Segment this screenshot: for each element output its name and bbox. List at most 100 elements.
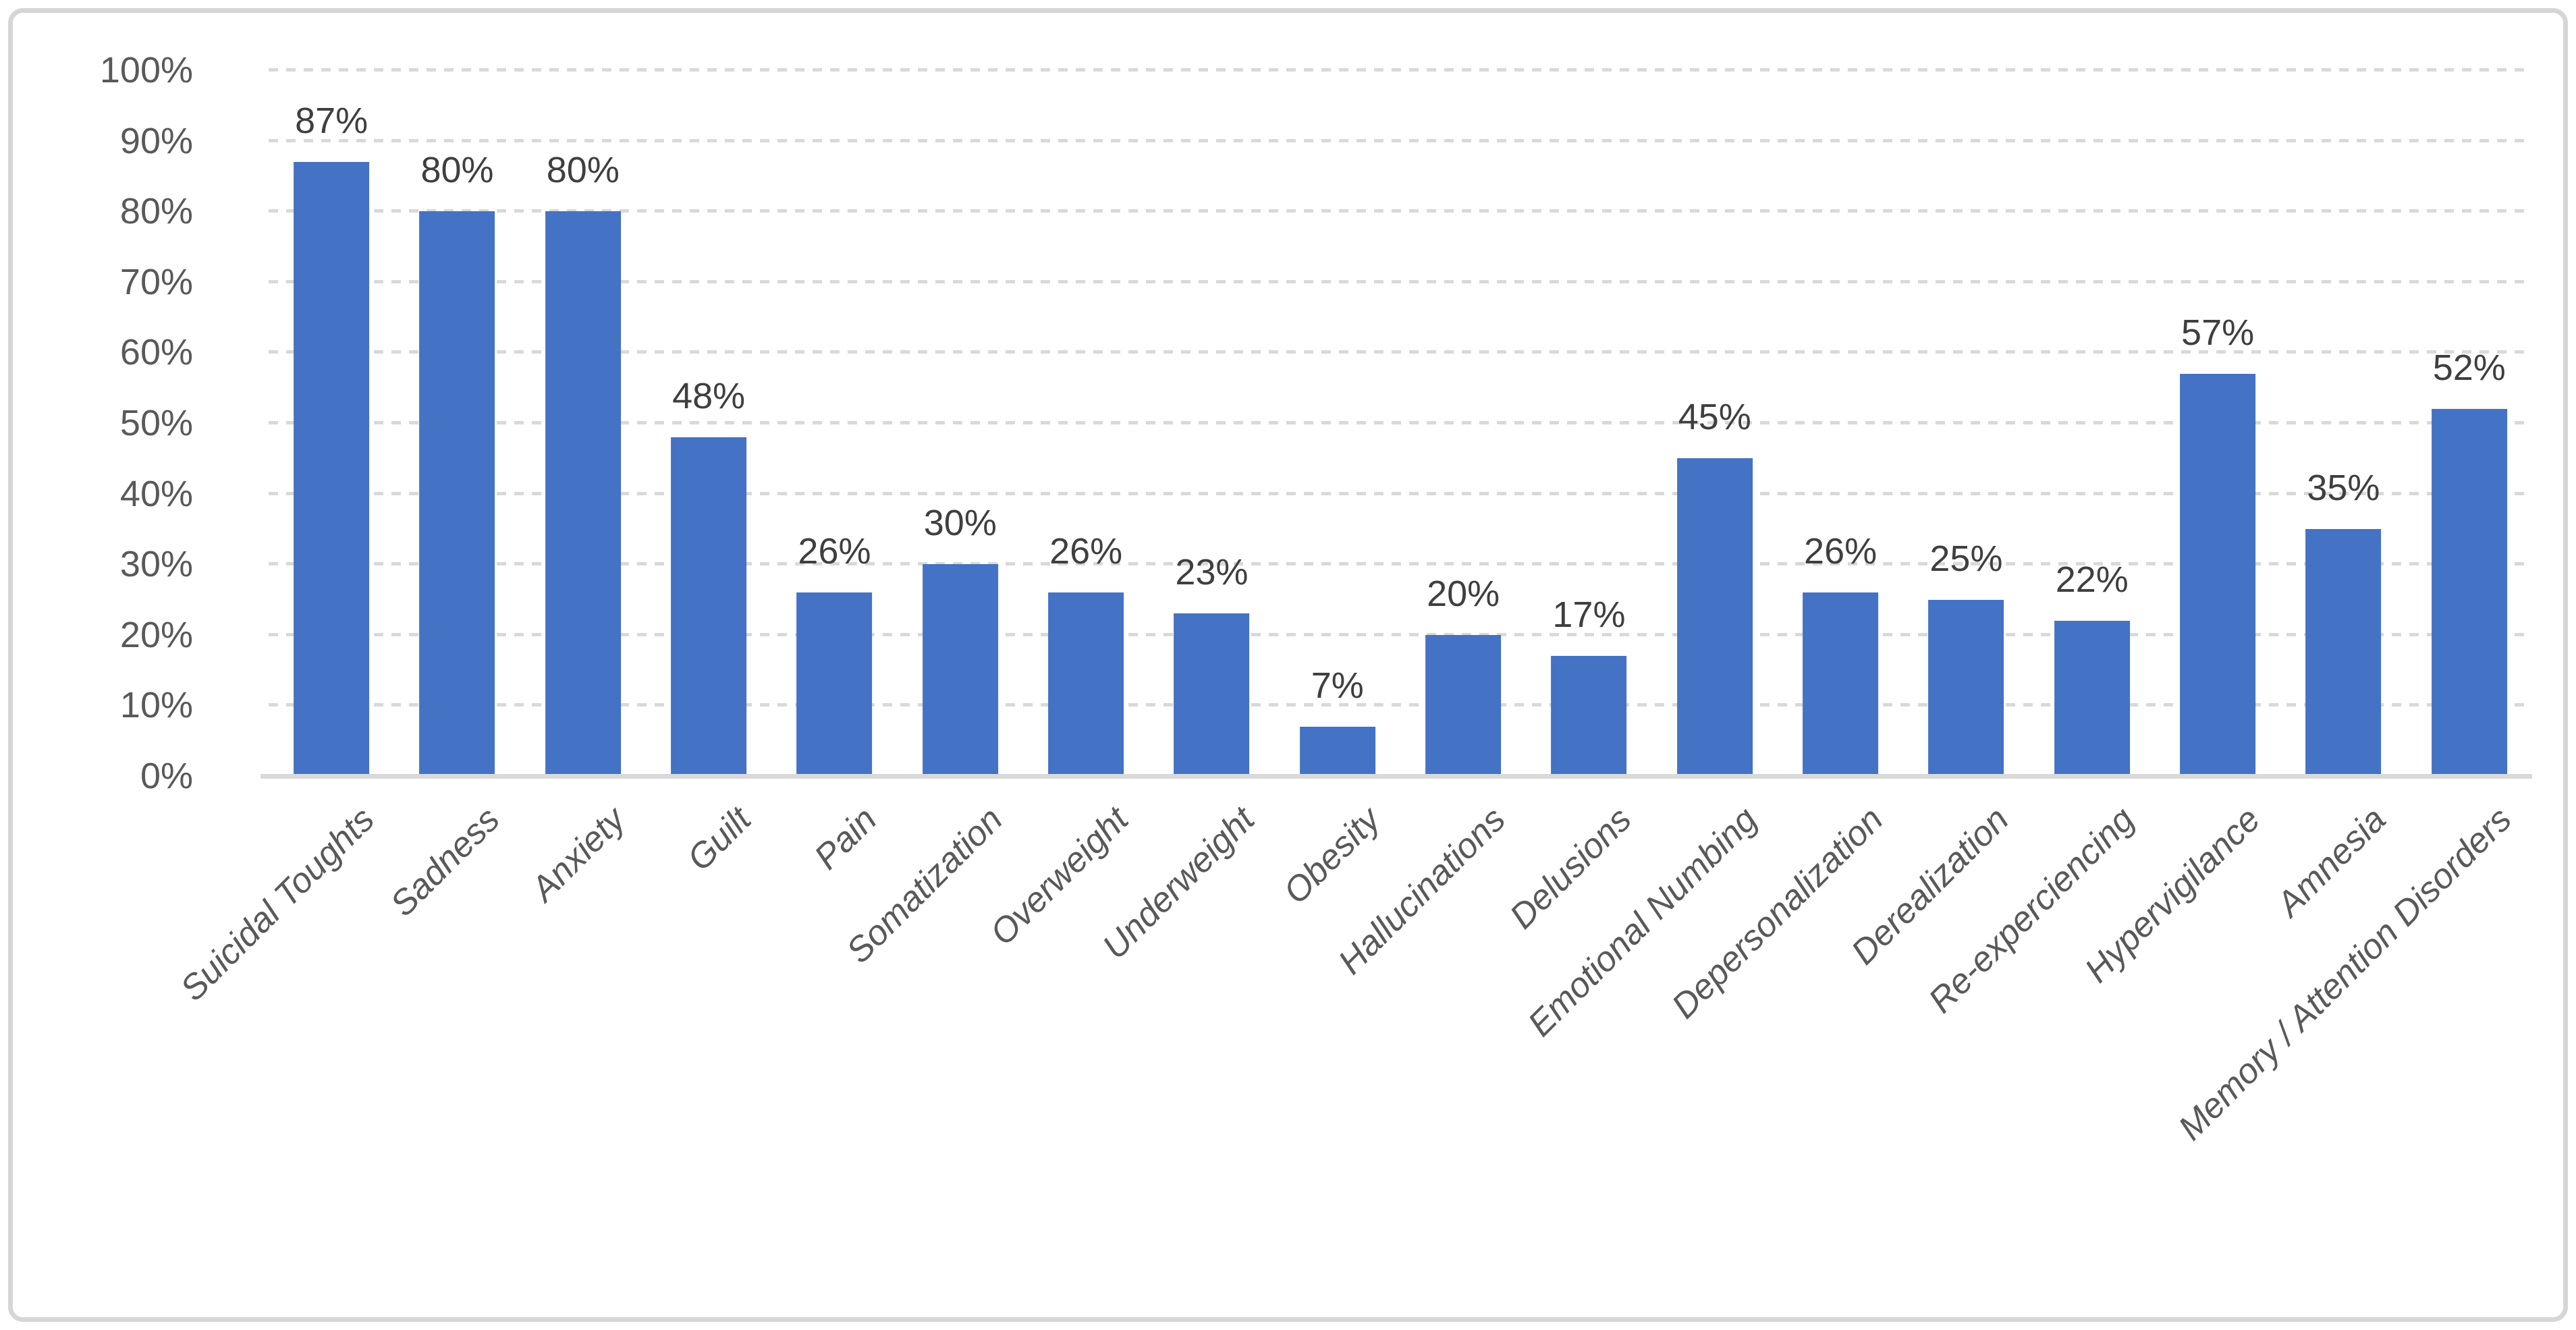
- y-tick-label: 100%: [99, 50, 193, 90]
- gridline-20: [269, 632, 2532, 636]
- bar-value-label: 52%: [2432, 348, 2506, 389]
- bar: [1928, 599, 2004, 776]
- y-tick-label: 10%: [119, 685, 193, 726]
- bar-value-label: 26%: [1049, 531, 1123, 572]
- bar-value-label: 30%: [923, 503, 997, 544]
- bar: [2431, 409, 2507, 776]
- category-label: Anxiety: [524, 800, 634, 909]
- bar-slot: 20%: [1400, 70, 1526, 776]
- y-tick-label: 0%: [140, 756, 193, 796]
- category-label: Sadness: [383, 800, 508, 924]
- x-label-slot: Emotional Numbing: [1520, 800, 1778, 1313]
- bar-value-label: 26%: [798, 531, 871, 572]
- bar: [1803, 592, 1878, 776]
- gridline-90: [269, 138, 2532, 142]
- gridline-10: [269, 703, 2532, 707]
- bar: [922, 564, 998, 776]
- y-tick-label: 60%: [119, 332, 193, 373]
- bar-slot: 57%: [2155, 70, 2280, 776]
- category-label: Suicidal Toughts: [172, 800, 382, 1009]
- x-label-slot: Guilt: [646, 800, 771, 1313]
- bar: [671, 437, 747, 776]
- y-tick-label: 80%: [119, 191, 193, 232]
- x-label-slot: Anxiety: [520, 800, 646, 1313]
- bar: [1174, 613, 1250, 776]
- bar-slot: 45%: [1652, 70, 1778, 776]
- x-label-slot: Amnesia: [2270, 800, 2406, 1313]
- bar-value-label: 22%: [2055, 559, 2129, 600]
- gridline-70: [269, 279, 2532, 283]
- bar-slot: 26%: [1023, 70, 1149, 776]
- x-label-slot: Overweight: [983, 800, 1149, 1313]
- y-axis-tick-labels: 0% 10% 20% 30% 40% 50% 60% 70% 80% 90% 100%: [13, 52, 193, 794]
- bar: [796, 592, 873, 776]
- bar-slot: 80%: [520, 70, 646, 776]
- bar-slot: 30%: [898, 70, 1023, 776]
- bar-value-label: 80%: [420, 150, 494, 191]
- x-axis-line: [261, 774, 2532, 779]
- bar-value-label: 17%: [1552, 594, 1626, 636]
- bar-value-label: 57%: [2181, 312, 2255, 353]
- bar: [1299, 726, 1375, 776]
- bar: [1551, 656, 1627, 776]
- bar-value-label: 7%: [1311, 665, 1364, 706]
- bar-slot: 48%: [646, 70, 771, 776]
- bar-slot: 7%: [1275, 70, 1400, 776]
- bar-slot: 26%: [1778, 70, 1903, 776]
- bar-series: 87% 80% 80% 48% 26% 30% 26% 23% 7% 20% 17% 45% 26% 25…: [269, 70, 2532, 776]
- y-tick-label: 50%: [119, 403, 193, 443]
- bar-slot: 26%: [771, 70, 897, 776]
- x-label-slot: Underweight: [1095, 800, 1274, 1313]
- x-label-slot: Depersonalization: [1664, 800, 1903, 1313]
- bar: [294, 161, 370, 776]
- bar-value-label: 20%: [1427, 573, 1500, 614]
- bar: [1425, 634, 1502, 776]
- plot-area: 87% 80% 80% 48% 26% 30% 26% 23% 7% 20% 17% 45% 26% 25…: [261, 68, 2532, 779]
- chart-frame: 0% 10% 20% 30% 40% 50% 60% 70% 80% 90% 100% 87% 80%…: [8, 8, 2568, 1322]
- bar: [419, 211, 495, 776]
- gridline-30: [269, 562, 2532, 566]
- y-tick-label: 70%: [119, 261, 193, 302]
- bar-slot: 52%: [2407, 70, 2532, 776]
- bar-value-label: 45%: [1678, 397, 1751, 438]
- x-label-slot: Derealization: [1844, 800, 2029, 1313]
- x-label-slot: Obesity: [1275, 800, 1400, 1313]
- x-label-slot: Hallucinations: [1332, 800, 1526, 1313]
- bar-slot: 80%: [394, 70, 520, 776]
- gridline-50: [269, 421, 2532, 424]
- y-tick-label: 90%: [119, 120, 193, 161]
- bar-value-label: 25%: [1929, 538, 2003, 579]
- gridline-80: [269, 209, 2532, 213]
- x-label-slot: Suicidal Toughts: [173, 800, 394, 1313]
- y-tick-label: 20%: [119, 614, 193, 655]
- bar-slot: 35%: [2280, 70, 2406, 776]
- x-label-slot: Delusions: [1502, 800, 1651, 1313]
- bar-slot: 22%: [2029, 70, 2155, 776]
- bar: [545, 211, 621, 776]
- bar-value-label: 35%: [2307, 467, 2380, 508]
- x-label-slot: Memory / Attention Disorders: [2171, 800, 2532, 1313]
- bar-value-label: 23%: [1175, 552, 1249, 593]
- bar-slot: 87%: [269, 70, 394, 776]
- gridline-100: [269, 68, 2532, 72]
- bar-slot: 23%: [1149, 70, 1274, 776]
- category-label: Guilt: [680, 800, 759, 879]
- x-label-slot: Sadness: [383, 800, 520, 1313]
- y-tick-label: 30%: [119, 544, 193, 585]
- bar: [1048, 592, 1124, 776]
- bar-value-label: 26%: [1804, 531, 1878, 572]
- x-axis-category-labels: Suicidal Toughts Sadness Anxiety Guilt Pain S…: [173, 800, 2532, 1313]
- bar-slot: 25%: [1903, 70, 2029, 776]
- category-label: Obesity: [1276, 800, 1388, 912]
- bar: [2054, 620, 2130, 776]
- y-tick-label: 40%: [119, 473, 193, 514]
- gridline-40: [269, 491, 2532, 495]
- bar-value-label: 87%: [295, 100, 368, 141]
- x-label-slot: Somatization: [840, 800, 1023, 1313]
- bar-slot: 17%: [1526, 70, 1651, 776]
- category-label: Pain: [807, 800, 885, 877]
- category-label: Amnesia: [2269, 800, 2394, 924]
- bar: [1676, 458, 1753, 776]
- x-label-slot: Pain: [771, 800, 897, 1313]
- bar-value-label: 48%: [672, 375, 746, 416]
